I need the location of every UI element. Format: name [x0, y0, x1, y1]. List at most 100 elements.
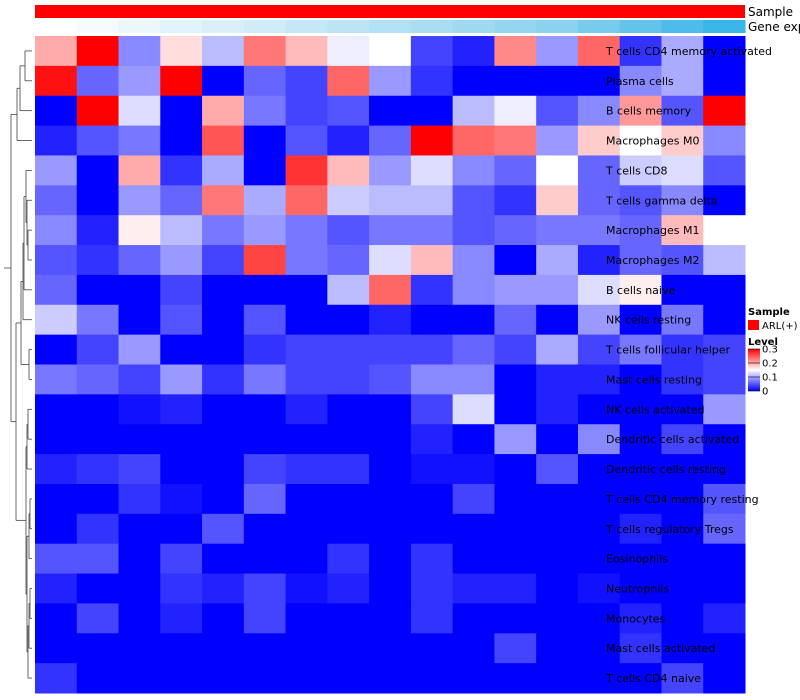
heatmap-cell	[118, 245, 161, 276]
heatmap-cell	[661, 304, 704, 336]
heatmap-cell	[536, 394, 579, 425]
heatmap-cell	[369, 245, 412, 276]
heatmap-cell	[494, 36, 537, 67]
heatmap-cell	[202, 483, 245, 515]
heatmap-cell	[410, 304, 454, 336]
heatmap-cell	[76, 603, 120, 634]
heatmap-cell	[494, 663, 537, 694]
heatmap-cell	[35, 603, 78, 634]
heatmap-cell	[536, 633, 579, 664]
heatmap-cell	[452, 304, 495, 336]
heatmap-cell	[327, 125, 370, 156]
heatmap-cell	[160, 65, 203, 97]
heatmap-cell	[661, 573, 704, 604]
heatmap-cell	[703, 185, 746, 216]
heatmap-cell	[285, 334, 328, 365]
heatmap-cell	[661, 334, 704, 365]
heatmap-cell	[410, 334, 454, 365]
gene-expression-annotation-cell	[327, 20, 370, 33]
row-label: Monocytes	[606, 612, 666, 625]
heatmap-cell	[118, 513, 161, 545]
heatmap-cell	[35, 394, 78, 425]
heatmap-cell	[536, 364, 579, 395]
heatmap-cell	[452, 513, 495, 545]
heatmap-cell	[410, 454, 454, 485]
heatmap-cell	[35, 65, 78, 97]
heatmap-cell	[619, 65, 662, 97]
heatmap-cell	[369, 36, 412, 67]
heatmap-cell	[327, 603, 370, 634]
heatmap-cell	[160, 215, 203, 246]
heatmap-cell	[536, 95, 579, 127]
heatmap-cell	[285, 424, 328, 455]
heatmap-cell	[118, 543, 161, 575]
heatmap-cell	[285, 633, 328, 664]
heatmap-cell	[243, 36, 287, 67]
heatmap-cell	[369, 65, 412, 97]
heatmap-cell	[243, 513, 287, 545]
heatmap-cell	[160, 185, 203, 216]
heatmap-cell	[76, 274, 120, 306]
heatmap-cell	[35, 483, 78, 515]
heatmap-cell	[577, 364, 621, 395]
heatmap-cell	[661, 394, 704, 425]
heatmap-cell	[243, 633, 287, 664]
heatmap-cell	[661, 155, 704, 186]
heatmap-cell	[369, 274, 412, 306]
heatmap-cell	[243, 185, 287, 216]
heatmap-cell	[369, 334, 412, 365]
heatmap-cell	[369, 364, 412, 395]
heatmap-cell	[577, 394, 621, 425]
heatmap-cell	[703, 155, 746, 186]
heatmap-cell	[577, 125, 621, 156]
gene-expression-annotation-cell	[160, 20, 203, 33]
heatmap-cell	[118, 573, 161, 604]
heatmap-cell	[327, 334, 370, 365]
heatmap-cell	[661, 603, 704, 634]
heatmap-cell	[452, 274, 495, 306]
heatmap-cell	[536, 543, 579, 575]
heatmap-cell	[452, 454, 495, 485]
row-label: Mast cells activated	[606, 642, 715, 655]
heatmap-cell	[243, 155, 287, 186]
heatmap-cell	[577, 454, 621, 485]
heatmap-cell	[619, 155, 662, 186]
gene-expression-annotation-cell	[118, 20, 161, 33]
heatmap-cell	[243, 364, 287, 395]
heatmap-cell	[35, 185, 78, 216]
heatmap-cell	[452, 245, 495, 276]
gene-expression-annotation-cell	[494, 20, 537, 33]
heatmap-cell	[118, 304, 161, 336]
heatmap-cell	[452, 334, 495, 365]
heatmap-cell	[452, 424, 495, 455]
heatmap-cell	[118, 185, 161, 216]
heatmap-cell	[35, 543, 78, 575]
heatmap-cell	[76, 245, 120, 276]
heatmap-cell	[410, 394, 454, 425]
heatmap-cell	[160, 245, 203, 276]
heatmap-cell	[369, 125, 412, 156]
gene-expression-annotation-cell	[619, 20, 662, 33]
gene-expression-annotation-cell	[703, 20, 746, 33]
heatmap-cell	[536, 274, 579, 306]
heatmap-cell	[536, 65, 579, 97]
heatmap-cell	[661, 543, 704, 575]
heatmap-cell	[118, 454, 161, 485]
heatmap-cell	[202, 65, 245, 97]
heatmap-cell	[410, 215, 454, 246]
heatmap-cell	[118, 334, 161, 365]
legend-level-colorbar	[748, 349, 760, 391]
heatmap-cell	[452, 36, 495, 67]
legend: Sample ARL(+) Level 0.3 0.2 0.1 0	[748, 307, 798, 398]
heatmap-cell	[494, 65, 537, 97]
heatmap-cell	[76, 185, 120, 216]
heatmap-cell	[243, 543, 287, 575]
heatmap-cell	[703, 483, 746, 515]
heatmap-cell	[536, 663, 579, 694]
heatmap-cell	[703, 304, 746, 336]
row-label: B cells naive	[606, 284, 675, 297]
heatmap-cell	[243, 483, 287, 515]
row-label: Dendritic cells activated	[606, 433, 739, 446]
heatmap-cell	[285, 245, 328, 276]
